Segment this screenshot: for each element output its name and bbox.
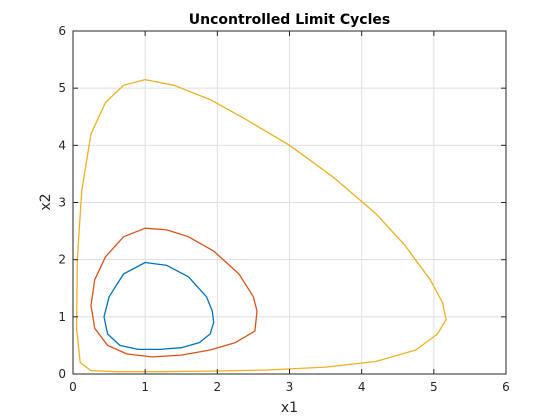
x-tick-label: 0 bbox=[69, 380, 77, 394]
chart-title: Uncontrolled Limit Cycles bbox=[189, 12, 390, 28]
y-tick-label: 5 bbox=[58, 81, 66, 95]
x-tick-label: 3 bbox=[286, 380, 294, 394]
x-tick-label: 5 bbox=[430, 380, 438, 394]
y-tick-label: 3 bbox=[58, 196, 66, 210]
limit-cycle-line-2 bbox=[90, 227, 258, 358]
y-tick-label: 4 bbox=[58, 138, 66, 152]
x-tick-label: 4 bbox=[358, 380, 366, 394]
x-tick-label: 1 bbox=[141, 380, 149, 394]
limit-cycle-line-1 bbox=[103, 261, 215, 351]
y-tick-label: 2 bbox=[58, 253, 66, 267]
x-tick-label: 2 bbox=[214, 380, 222, 394]
x-axis-label: x1 bbox=[281, 400, 298, 416]
limit-cycle-line-3 bbox=[75, 78, 447, 373]
y-tick-label: 6 bbox=[58, 24, 66, 38]
x-tick-label: 6 bbox=[502, 380, 510, 394]
y-tick-label: 0 bbox=[58, 367, 66, 381]
x-axis: 0 1 2 3 4 5 6 bbox=[69, 31, 510, 394]
y-axis: 0 1 2 3 4 5 6 bbox=[58, 24, 506, 381]
series-layer bbox=[75, 78, 447, 373]
y-axis-label: x2 bbox=[38, 193, 54, 210]
y-tick-label: 1 bbox=[58, 310, 66, 324]
